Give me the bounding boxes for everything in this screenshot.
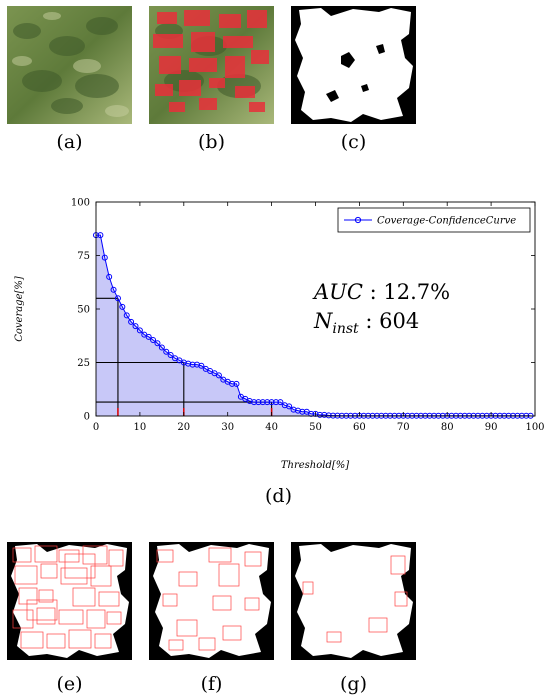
data-point-31 bbox=[229, 380, 236, 387]
legend: Coverage-ConfidenceCurve bbox=[337, 207, 531, 233]
data-point-1 bbox=[97, 232, 104, 239]
auc-label: AUC bbox=[312, 280, 363, 304]
x-tick-label: 30 bbox=[221, 422, 234, 433]
mask-with-boxes-dense bbox=[7, 542, 132, 660]
subfigure-label-a: (a) bbox=[56, 131, 83, 153]
subfigure-label-b: (b) bbox=[198, 131, 225, 153]
segmentation-mask bbox=[291, 6, 416, 124]
coverage-confidence-chart: 0 10 20 30 40 50 60 70 80 90 100 0 25 50 75 100 Coverag… bbox=[14, 198, 545, 472]
data-point-8 bbox=[128, 318, 135, 325]
y-tick-label: 0 bbox=[84, 412, 90, 423]
legend-box bbox=[337, 207, 531, 233]
x-axis-label: Threshold[%] bbox=[281, 460, 349, 471]
data-point-16 bbox=[163, 348, 170, 355]
ninst-annotation: Ninst : 604 bbox=[313, 309, 419, 337]
x-tick-label: 50 bbox=[309, 422, 322, 433]
x-tick-label: 40 bbox=[265, 422, 278, 433]
ninst-subscript: inst bbox=[332, 321, 359, 337]
data-point-47 bbox=[299, 408, 306, 415]
ninst-label: N bbox=[313, 309, 333, 333]
data-point-7 bbox=[123, 312, 130, 319]
data-point-24 bbox=[198, 362, 205, 369]
legend-marker bbox=[354, 216, 362, 224]
x-tick-label: 0 bbox=[93, 422, 99, 433]
data-point-41 bbox=[272, 399, 279, 406]
subfigure-label-e: (e) bbox=[56, 673, 83, 695]
y-axis-label: Coverage[%] bbox=[14, 276, 25, 342]
data-point-5 bbox=[114, 295, 121, 302]
vegetation-photo bbox=[7, 6, 132, 124]
y-tick-label: 75 bbox=[77, 251, 90, 262]
data-point-17 bbox=[167, 352, 174, 359]
data-point-3 bbox=[106, 273, 113, 280]
auc-value: : 12.7% bbox=[363, 280, 450, 304]
data-point-12 bbox=[145, 333, 152, 340]
data-point-36 bbox=[251, 399, 258, 406]
data-point-52 bbox=[321, 411, 328, 418]
data-point-10 bbox=[136, 327, 143, 334]
data-point-14 bbox=[154, 340, 161, 347]
y-tick-label: 25 bbox=[77, 358, 90, 369]
data-point-9 bbox=[132, 323, 139, 330]
data-point-51 bbox=[316, 411, 323, 418]
data-point-22 bbox=[189, 361, 196, 368]
data-point-53 bbox=[325, 412, 332, 419]
x-tick-label: 20 bbox=[177, 422, 190, 433]
subfigure-label-f: (f) bbox=[200, 673, 223, 695]
data-point-40 bbox=[268, 399, 275, 406]
data-point-2 bbox=[101, 254, 108, 261]
data-point-6 bbox=[119, 303, 126, 310]
x-tick-label: 80 bbox=[441, 422, 454, 433]
data-point-42 bbox=[277, 399, 284, 406]
x-tick-label: 100 bbox=[525, 422, 544, 433]
subfigure-label-c: (c) bbox=[340, 131, 367, 153]
data-point-44 bbox=[286, 403, 293, 410]
data-point-15 bbox=[158, 344, 165, 351]
data-point-13 bbox=[150, 337, 157, 344]
data-point-38 bbox=[259, 399, 266, 406]
legend-series-label: Coverage-ConfidenceCurve bbox=[377, 216, 516, 227]
x-tick-label: 60 bbox=[353, 422, 366, 433]
auc-annotation: AUC : 12.7% bbox=[312, 280, 450, 304]
data-point-37 bbox=[255, 399, 262, 406]
y-tick-label: 100 bbox=[71, 198, 90, 209]
annotated-vegetation-photo bbox=[149, 6, 274, 124]
data-point-28 bbox=[215, 372, 222, 379]
subfigure-label-d: (d) bbox=[265, 485, 292, 507]
data-point-32 bbox=[233, 380, 240, 387]
y-tick-label: 50 bbox=[77, 305, 90, 316]
data-point-4 bbox=[110, 286, 117, 293]
ninst-value: : 604 bbox=[359, 309, 420, 333]
x-tick-label: 70 bbox=[397, 422, 410, 433]
data-point-39 bbox=[264, 399, 271, 406]
x-tick-label: 10 bbox=[134, 422, 147, 433]
mask-with-boxes-sparse bbox=[291, 542, 416, 660]
x-tick-label: 90 bbox=[485, 422, 498, 433]
subfigure-label-g: (g) bbox=[340, 673, 367, 695]
mask-with-boxes-medium bbox=[149, 542, 274, 660]
